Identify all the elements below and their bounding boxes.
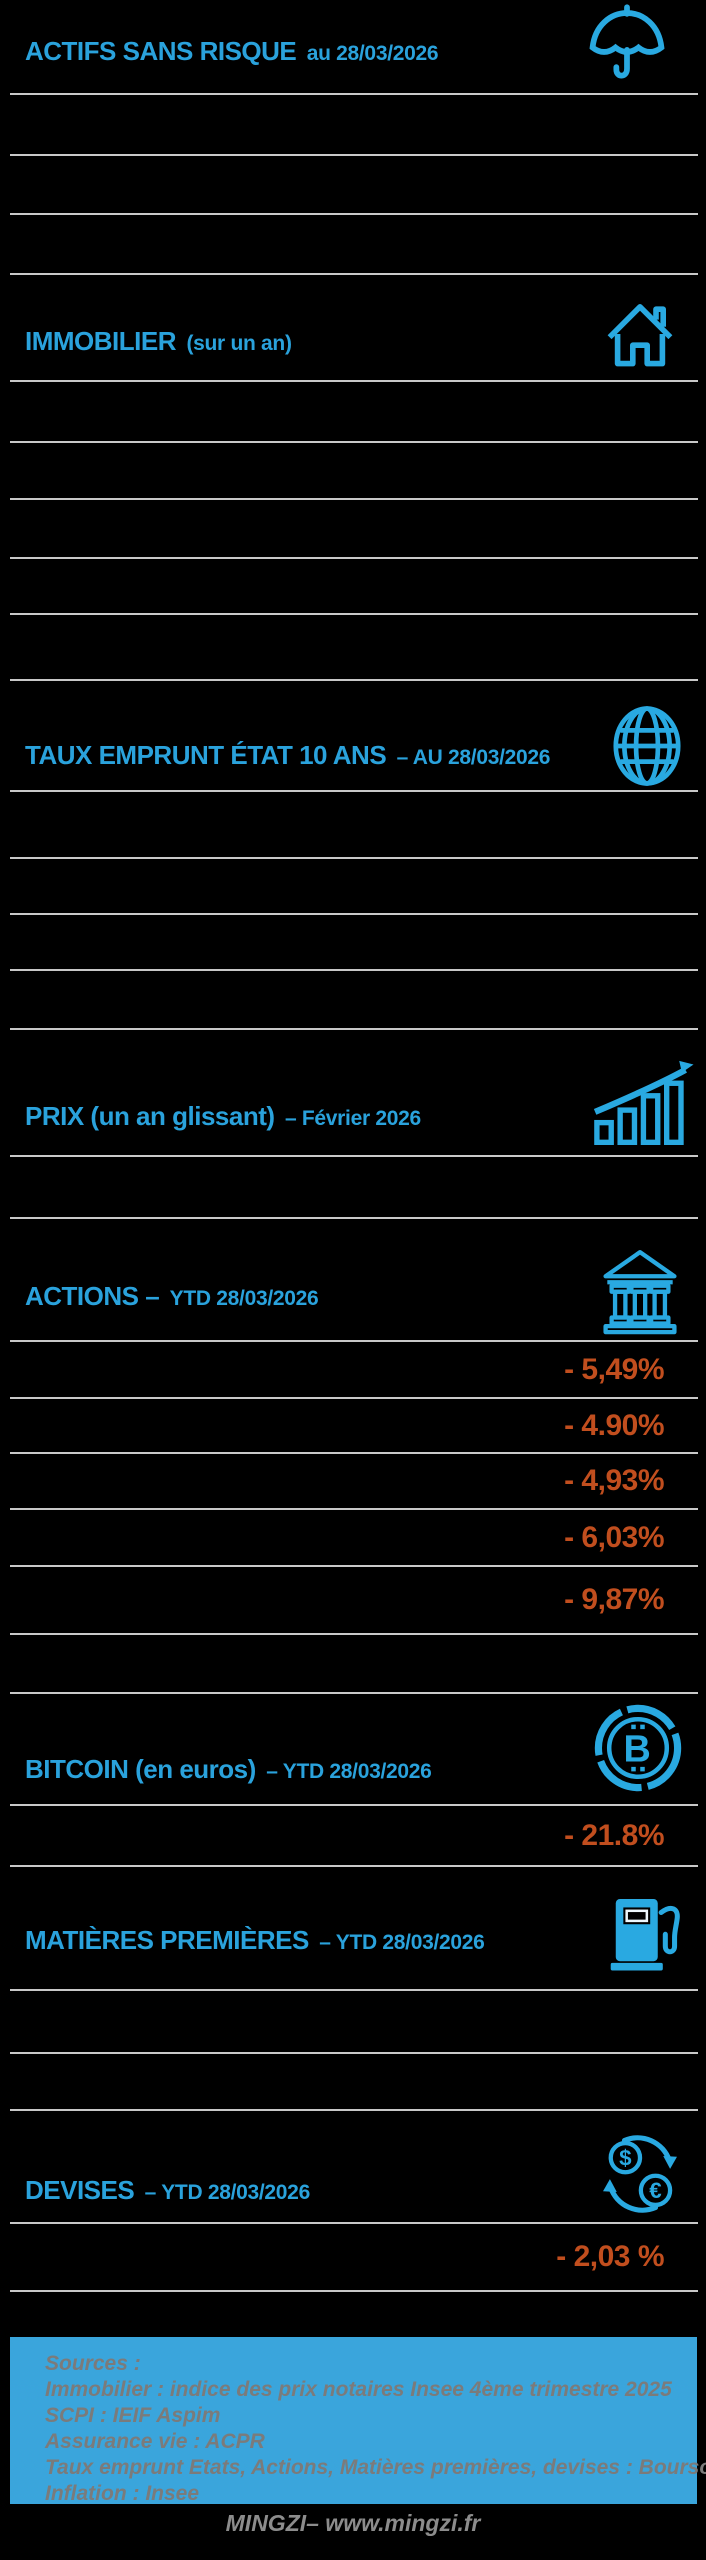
currency-exchange-icon: $ € (597, 2130, 683, 2218)
bitcoin-icon: B (593, 1702, 683, 1794)
footer-text: MINGZI– www.mingzi.fr (225, 2510, 481, 2536)
bank-icon (597, 1245, 683, 1335)
table-row: - 4,93% (10, 1452, 698, 1508)
section-header-actifs-sans-risque: ACTIFS SANS RISQUE au 28/03/2026 (25, 36, 586, 67)
section-subtitle: – Février 2026 (284, 1107, 421, 1130)
table-row (10, 1989, 698, 2052)
section-table (10, 380, 698, 681)
section-title: IMMOBILIER (25, 326, 177, 356)
section-title: ACTIONS – (25, 1281, 160, 1311)
table-row (10, 969, 698, 1028)
section-title: MATIÈRES PREMIÈRES (25, 1925, 309, 1955)
section-subtitle: – AU 28/03/2026 (396, 746, 551, 769)
table-row (10, 857, 698, 913)
svg-text:€: € (649, 2178, 662, 2203)
section-subtitle: YTD 28/03/2026 (169, 1287, 319, 1310)
section-table: - 5,49% - 4.90% - 4,93% - 6,03% - 9,87% (10, 1340, 698, 1694)
table-row: - 2,03 % (10, 2222, 698, 2290)
section-subtitle: – YTD 28/03/2026 (319, 1931, 485, 1954)
section-subtitle: au 28/03/2026 (306, 42, 439, 65)
table-row: - 6,03% (10, 1508, 698, 1565)
table-row: - 21.8% (10, 1804, 698, 1865)
table-row (10, 380, 698, 441)
section-table: - 21.8% (10, 1804, 698, 1867)
section-header-prix: PRIX (un an glissant) – Février 2026 (25, 1101, 586, 1132)
section-title: BITCOIN (en euros) (25, 1754, 256, 1784)
sources-line: SCPI : IEIF Aspim (45, 2404, 221, 2427)
section-table (10, 1989, 698, 2111)
section-header-immobilier: IMMOBILIER (sur un an) (25, 326, 586, 357)
section-table: - 2,03 % (10, 2222, 698, 2292)
svg-text:$: $ (619, 2145, 632, 2170)
sources-box: Sources : Immobilier : indice des prix n… (10, 2337, 706, 2505)
table-row (10, 613, 698, 679)
section-header-matieres-premieres: MATIÈRES PREMIÈRES – YTD 28/03/2026 (25, 1925, 586, 1956)
row-value: - 4.90% (564, 1408, 664, 1442)
table-row (10, 498, 698, 557)
table-row (10, 790, 698, 857)
table-row (10, 913, 698, 969)
table-row: - 5,49% (10, 1340, 698, 1397)
row-value: - 4,93% (564, 1464, 664, 1497)
table-row: - 9,87% (10, 1565, 698, 1633)
section-table (10, 1155, 698, 1219)
section-header-devises: DEVISES – YTD 28/03/2026 (25, 2175, 586, 2206)
bar-chart-icon (593, 1060, 701, 1145)
table-row (10, 557, 698, 613)
table-row: - 4.90% (10, 1397, 698, 1452)
section-subtitle: – YTD 28/03/2026 (144, 2181, 311, 2204)
fuel-pump-icon (604, 1891, 688, 1981)
section-subtitle: – YTD 28/03/2026 (266, 1760, 432, 1783)
row-value: - 5,49% (564, 1352, 664, 1386)
sources-line: Taux emprunt Etats, Actions, Matières pr… (45, 2456, 706, 2479)
section-subtitle: (sur un an) (186, 332, 292, 355)
sources-line: Inflation : Insee (45, 2482, 200, 2505)
section-title: PRIX (un an glissant) (25, 1101, 275, 1131)
row-value: - 21.8% (564, 1818, 664, 1852)
house-icon (600, 293, 680, 375)
section-title: TAUX EMPRUNT ÉTAT 10 ANS (25, 740, 387, 770)
section-table (10, 790, 698, 1030)
table-row (10, 93, 698, 154)
section-header-actions: ACTIONS – YTD 28/03/2026 (25, 1281, 586, 1312)
globe-icon (608, 700, 686, 792)
table-row (10, 154, 698, 213)
sources-line: Sources : (45, 2352, 141, 2375)
table-row (10, 1633, 698, 1692)
section-title: DEVISES (25, 2175, 135, 2205)
row-value: - 2,03 % (556, 2240, 664, 2273)
table-row (10, 441, 698, 498)
table-row (10, 1155, 698, 1217)
sources-line: Immobilier : indice des prix notaires In… (45, 2378, 672, 2401)
svg-text:B: B (623, 1729, 650, 1771)
row-value: - 9,87% (564, 1583, 664, 1616)
umbrella-icon (586, 2, 668, 88)
section-title: ACTIFS SANS RISQUE (25, 36, 297, 66)
section-header-bitcoin: BITCOIN (en euros) – YTD 28/03/2026 (25, 1754, 586, 1785)
table-row (10, 213, 698, 273)
section-table (10, 93, 698, 275)
table-row (10, 2052, 698, 2109)
section-header-taux-emprunt: TAUX EMPRUNT ÉTAT 10 ANS – AU 28/03/2026 (25, 740, 586, 771)
sources-line: Assurance vie : ACPR (45, 2430, 265, 2453)
row-value: - 6,03% (564, 1520, 664, 1554)
